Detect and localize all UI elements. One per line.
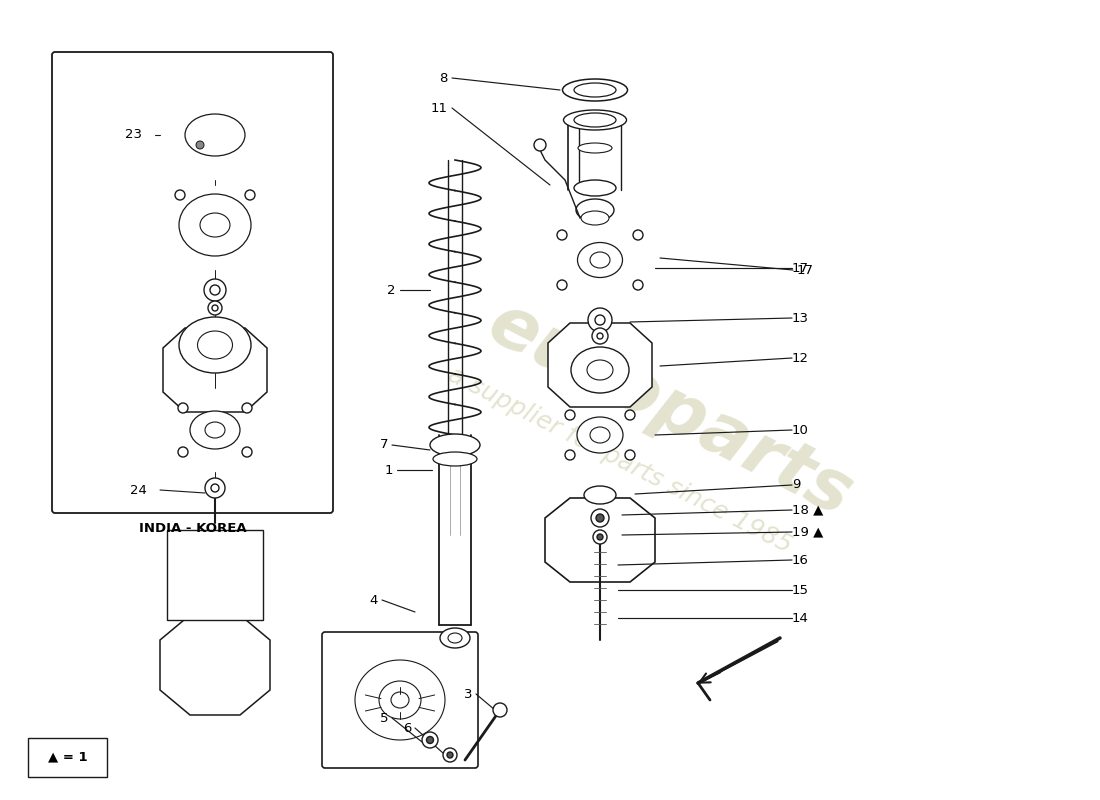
Text: 4: 4 <box>370 594 378 606</box>
Circle shape <box>245 190 255 200</box>
Circle shape <box>493 703 507 717</box>
Text: 17: 17 <box>798 263 814 277</box>
Ellipse shape <box>390 692 409 708</box>
Text: 23: 23 <box>125 129 142 142</box>
Text: 9: 9 <box>792 478 801 491</box>
Ellipse shape <box>433 452 477 466</box>
Text: 5: 5 <box>379 711 388 725</box>
Text: 8: 8 <box>440 71 448 85</box>
Circle shape <box>557 230 566 240</box>
Ellipse shape <box>440 628 470 648</box>
Polygon shape <box>167 530 263 620</box>
Circle shape <box>597 333 603 339</box>
Circle shape <box>593 530 607 544</box>
Ellipse shape <box>578 143 612 153</box>
FancyBboxPatch shape <box>322 632 478 768</box>
Circle shape <box>565 450 575 460</box>
Circle shape <box>597 534 603 540</box>
Ellipse shape <box>576 199 614 221</box>
Circle shape <box>208 301 222 315</box>
Circle shape <box>212 305 218 311</box>
Circle shape <box>205 478 225 498</box>
Circle shape <box>591 509 609 527</box>
Text: 7: 7 <box>379 438 388 451</box>
Circle shape <box>211 484 219 492</box>
FancyBboxPatch shape <box>52 52 333 513</box>
Ellipse shape <box>198 331 232 359</box>
Text: 13: 13 <box>792 311 808 325</box>
Circle shape <box>557 280 566 290</box>
Ellipse shape <box>571 347 629 393</box>
Circle shape <box>204 279 226 301</box>
Ellipse shape <box>574 113 616 127</box>
Circle shape <box>595 315 605 325</box>
Ellipse shape <box>562 79 627 101</box>
Text: 24: 24 <box>130 483 147 497</box>
Ellipse shape <box>587 360 613 380</box>
Ellipse shape <box>581 211 609 225</box>
Ellipse shape <box>200 213 230 237</box>
Text: 1: 1 <box>385 463 393 477</box>
Ellipse shape <box>355 660 446 740</box>
Text: 17: 17 <box>792 262 808 274</box>
Ellipse shape <box>574 83 616 97</box>
Ellipse shape <box>185 114 245 156</box>
Text: 15: 15 <box>792 583 808 597</box>
Circle shape <box>178 447 188 457</box>
Circle shape <box>443 748 456 762</box>
Circle shape <box>447 752 453 758</box>
Text: 16: 16 <box>792 554 808 566</box>
Ellipse shape <box>190 411 240 449</box>
Text: 10: 10 <box>792 423 808 437</box>
Text: 3: 3 <box>463 687 472 701</box>
Circle shape <box>632 230 644 240</box>
Circle shape <box>242 447 252 457</box>
Ellipse shape <box>590 252 610 268</box>
FancyBboxPatch shape <box>28 738 107 777</box>
Circle shape <box>242 403 252 413</box>
Polygon shape <box>160 615 270 715</box>
Ellipse shape <box>578 417 623 453</box>
Text: a supplier for parts since 1985: a supplier for parts since 1985 <box>444 362 796 558</box>
Circle shape <box>588 308 612 332</box>
Circle shape <box>565 410 575 420</box>
Ellipse shape <box>578 242 623 278</box>
Circle shape <box>427 737 433 743</box>
Ellipse shape <box>179 317 251 373</box>
Ellipse shape <box>430 434 480 456</box>
Text: europarts: europarts <box>476 289 864 531</box>
Circle shape <box>632 280 644 290</box>
Circle shape <box>592 328 608 344</box>
Text: ▲ = 1: ▲ = 1 <box>48 750 88 763</box>
Polygon shape <box>548 323 652 407</box>
Ellipse shape <box>584 486 616 504</box>
Polygon shape <box>163 328 267 412</box>
Circle shape <box>175 190 185 200</box>
Ellipse shape <box>379 681 421 719</box>
Text: INDIA - KOREA: INDIA - KOREA <box>139 522 246 534</box>
Text: 19 ▲: 19 ▲ <box>792 526 824 538</box>
Ellipse shape <box>179 194 251 256</box>
Circle shape <box>210 285 220 295</box>
Circle shape <box>625 410 635 420</box>
Text: 14: 14 <box>792 611 808 625</box>
Polygon shape <box>544 498 654 582</box>
Ellipse shape <box>590 427 610 443</box>
Circle shape <box>625 450 635 460</box>
Text: 2: 2 <box>387 283 396 297</box>
Ellipse shape <box>196 141 204 149</box>
Text: 12: 12 <box>792 351 808 365</box>
Text: 18 ▲: 18 ▲ <box>792 503 824 517</box>
Circle shape <box>596 514 604 522</box>
Text: 11: 11 <box>431 102 448 114</box>
Ellipse shape <box>205 422 225 438</box>
Circle shape <box>178 403 188 413</box>
Text: 6: 6 <box>403 722 411 734</box>
Ellipse shape <box>574 180 616 196</box>
Circle shape <box>534 139 546 151</box>
Ellipse shape <box>448 633 462 643</box>
Ellipse shape <box>563 110 627 130</box>
Circle shape <box>422 732 438 748</box>
